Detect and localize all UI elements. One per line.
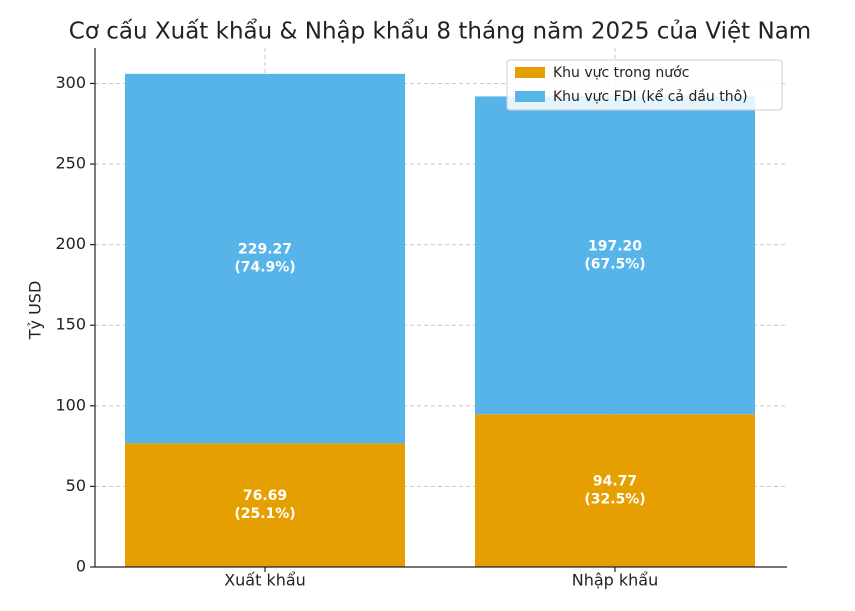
bar-segment	[475, 414, 755, 567]
value-label: (74.9%)	[234, 260, 295, 276]
value-label: (25.1%)	[234, 506, 295, 522]
y-tick-label: 300	[55, 73, 86, 92]
y-tick-label: 0	[76, 557, 86, 576]
legend-swatch	[515, 91, 545, 102]
value-label: 94.77	[593, 474, 637, 490]
bar-segment	[125, 73, 405, 444]
legend-label: Khu vực trong nước	[553, 65, 689, 81]
value-label: 76.69	[243, 488, 287, 504]
legend-box	[506, 59, 783, 111]
y-tick-label: 150	[55, 315, 86, 334]
value-label: (67.5%)	[584, 256, 645, 272]
y-tick-label: 100	[55, 395, 86, 414]
value-label: (32.5%)	[584, 492, 645, 508]
x-tick-label: Xuất khẩu	[224, 571, 306, 590]
bar-segment	[475, 96, 755, 415]
y-tick-label: 250	[55, 154, 86, 173]
y-tick-label: 200	[55, 234, 86, 253]
value-label: 229.27	[238, 242, 292, 258]
y-tick-label: 50	[66, 476, 86, 495]
value-label: 197.20	[588, 238, 642, 254]
bar-segment	[125, 443, 405, 567]
legend-swatch	[515, 67, 545, 78]
chart-title: Cơ cấu Xuất khẩu & Nhập khẩu 8 tháng năm…	[69, 19, 811, 45]
y-axis-label: Tỷ USD	[26, 281, 45, 341]
x-tick-label: Nhập khẩu	[572, 571, 659, 590]
legend-label: Khu vực FDI (kể cả dầu thô)	[553, 88, 748, 105]
